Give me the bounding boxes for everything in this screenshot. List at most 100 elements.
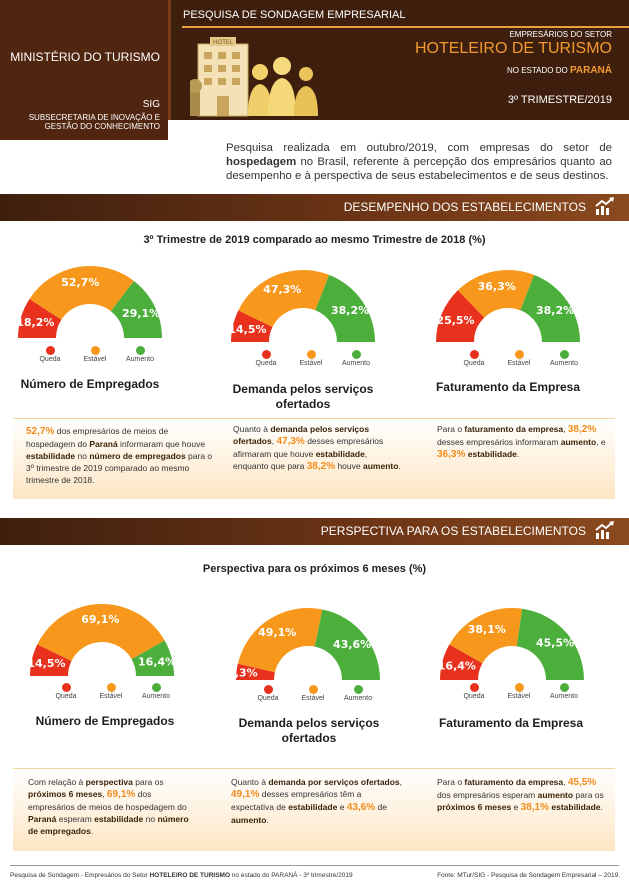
survey-title: PESQUISA DE SONDAGEM EMPRESARIAL — [183, 9, 406, 21]
gauge-value-label: 52,7% — [61, 276, 99, 289]
note-text: desses empresários afirmaram que houve — [233, 436, 384, 459]
legend-estavel: Estável — [499, 350, 539, 367]
note-text: para os — [573, 790, 604, 800]
header-underline — [182, 26, 629, 28]
aumento-dot-icon — [353, 685, 363, 694]
gauge-value-label: 16,4% — [138, 655, 176, 668]
aumento-segment — [131, 640, 174, 676]
aumento-segment — [315, 274, 375, 342]
legend-aumento: Aumento — [544, 683, 584, 700]
legend-aumento: Aumento — [136, 683, 176, 700]
note-percent: 38,1% — [520, 802, 549, 813]
estavel-segment — [449, 608, 523, 664]
note-text: no — [75, 451, 90, 461]
note-bold: demanda por serviços ofertados — [268, 777, 400, 787]
gauge-value-label: 7,3% — [233, 666, 258, 679]
note-text: para os — [132, 777, 164, 787]
gauge-value-label: 29,1% — [122, 307, 160, 320]
note-bold: estabilidade — [315, 449, 365, 459]
intro-bold: hospedagem — [226, 156, 297, 168]
summary-note: Quanto à demanda por serviços ofertados,… — [231, 776, 406, 826]
estavel-segment — [37, 604, 165, 662]
note-bold: próximos 6 meses — [28, 789, 103, 799]
legend-label: Estável — [299, 360, 323, 367]
quarter-label: 3º TRIMESTRE/2019 — [507, 94, 612, 106]
summary-note: 52,7% dos empresários de meios de hosped… — [26, 425, 216, 486]
note-bold: próximos 6 meses — [437, 802, 512, 812]
legend-aumento: Aumento — [544, 350, 584, 367]
legend-queda: Queda — [248, 685, 288, 702]
sig-label: SIG — [142, 99, 160, 110]
note-text: desses empresários têm a expectativa de — [231, 789, 362, 812]
note-percent: 47,3% — [276, 436, 305, 447]
legend: Queda Estável Aumento — [246, 350, 376, 378]
chart-trend-icon — [595, 521, 614, 539]
note-percent: 36,3% — [437, 449, 466, 460]
note-text: . — [516, 449, 520, 459]
note-bold: estabilidade — [26, 451, 76, 461]
queda-dot-icon — [61, 683, 71, 692]
note-percent: 69,1% — [106, 789, 136, 800]
gauge-value-label: 45,5% — [536, 637, 574, 650]
note-text: , — [271, 436, 277, 446]
note-bold: estabilidade — [467, 449, 517, 459]
gauge-value-label: 14,5% — [27, 657, 65, 670]
queda-segment — [18, 299, 62, 338]
note-text: Quanto à — [233, 424, 271, 434]
legend-label: Estável — [507, 693, 531, 700]
legend: Queda Estável Aumento — [454, 683, 584, 711]
gauge-chart: 25,5% 36,3% 38,2% — [436, 270, 580, 342]
state-name: PARANÁ — [569, 65, 612, 76]
estavel-dot-icon — [106, 683, 116, 692]
sector-state: NO ESTADO DO PARANÁ — [400, 65, 612, 76]
note-bold: número de empregados — [28, 814, 189, 836]
estavel-dot-icon — [308, 685, 318, 694]
gauge-value-label: 18,2% — [16, 316, 54, 329]
summary-box: 52,7% dos empresários de meios de hosped… — [13, 418, 615, 499]
gauge-value-label: 36,3% — [478, 280, 516, 293]
aumento-dot-icon — [559, 350, 569, 359]
ministry-panel — [0, 0, 168, 140]
section-bar-desempenho: DESEMPENHO DOS ESTABELECIMENTOS — [0, 194, 629, 221]
gauge-chart: 18,2% 52,7% 29,1% — [16, 266, 162, 338]
note-bold: perspectiva — [85, 777, 133, 787]
note-text: de — [375, 802, 387, 812]
legend-label: Estável — [83, 356, 107, 363]
note-text: e — [337, 802, 347, 812]
footer-bold: HOTELEIRO DE TURISMO — [149, 872, 230, 879]
gauge-value-label: 38,1% — [468, 623, 506, 636]
note-bold: aumento — [537, 790, 574, 800]
note-text: . — [600, 802, 603, 812]
legend-aumento: Aumento — [338, 685, 378, 702]
note-text: dos empresários esperam — [437, 790, 538, 800]
legend-aumento: Aumento — [336, 350, 376, 367]
note-text: , enquanto que para — [233, 449, 368, 471]
legend-estavel: Estável — [91, 683, 131, 700]
note-text: Com relação à — [28, 777, 86, 787]
gauge-value-label: 38,2% — [331, 304, 369, 317]
legend-label: Aumento — [549, 693, 579, 700]
note-text: esperam — [56, 814, 95, 824]
queda-dot-icon — [45, 346, 55, 355]
note-text: Para o — [437, 424, 465, 434]
gauge-value-label: 43,6% — [333, 638, 371, 651]
legend-queda: Queda — [454, 683, 494, 700]
note-bold: aumento — [362, 461, 399, 471]
estavel-segment — [238, 270, 330, 328]
note-text: no — [143, 814, 158, 824]
queda-segment — [436, 290, 485, 342]
legend-label: Aumento — [141, 693, 171, 700]
note-text: e — [511, 802, 521, 812]
legend-estavel: Estável — [75, 346, 115, 363]
section-bar-perspectiva: PERSPECTIVA PARA OS ESTABELECIMENTOS — [0, 518, 629, 545]
footer-source: Fonte: MTur/SIG - Pesquisa de Sondagem E… — [437, 872, 620, 879]
note-text: informaram que houve — [117, 439, 206, 449]
gauge-chart: 14,5% 69,1% 16,4% — [27, 604, 176, 676]
legend: Queda Estável Aumento — [248, 685, 378, 713]
note-text: , — [563, 777, 568, 787]
estavel-segment — [457, 270, 535, 318]
note-bold: demanda pelos serviços ofertados — [233, 424, 370, 446]
gauge-title: Demanda pelos serviços ofertados — [232, 382, 374, 411]
legend-queda: Queda — [46, 683, 86, 700]
aumento-dot-icon — [559, 683, 569, 692]
